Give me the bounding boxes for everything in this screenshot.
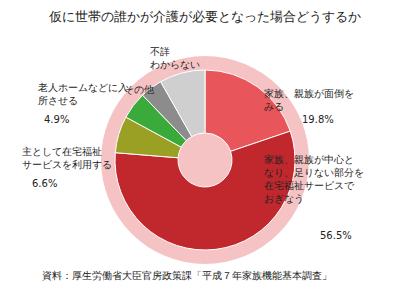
svg-text:仮に世帯の誰かが介護が必要となった場合どうするか: 仮に世帯の誰かが介護が必要となった場合どうするか <box>48 9 361 24</box>
svg-text:19.8%: 19.8% <box>302 114 334 125</box>
svg-text:資料：厚生労働省大臣官房政策課「平成７年家族機能基本調査」: 資料：厚生労働省大臣官房政策課「平成７年家族機能基本調査」 <box>42 270 332 281</box>
svg-text:その他: その他 <box>124 84 154 95</box>
svg-text:56.5%: 56.5% <box>320 230 352 241</box>
svg-text:家族、親族が中心となり、足りない部分を在宅福祉サービスでおぎ: 家族、親族が中心となり、足りない部分を在宅福祉サービスでおぎなう <box>264 154 364 204</box>
svg-text:主として在宅福祉サービスを利用する: 主として在宅福祉サービスを利用する <box>22 146 112 170</box>
svg-text:不詳わからない: 不詳わからない <box>150 46 200 70</box>
svg-text:家族、親族が面倒をみる: 家族、親族が面倒をみる <box>264 88 354 112</box>
svg-text:6.6%: 6.6% <box>32 178 57 189</box>
svg-text:4.9%: 4.9% <box>44 114 69 125</box>
svg-text:老人ホームなどに入所させる: 老人ホームなどに入所させる <box>38 82 128 106</box>
